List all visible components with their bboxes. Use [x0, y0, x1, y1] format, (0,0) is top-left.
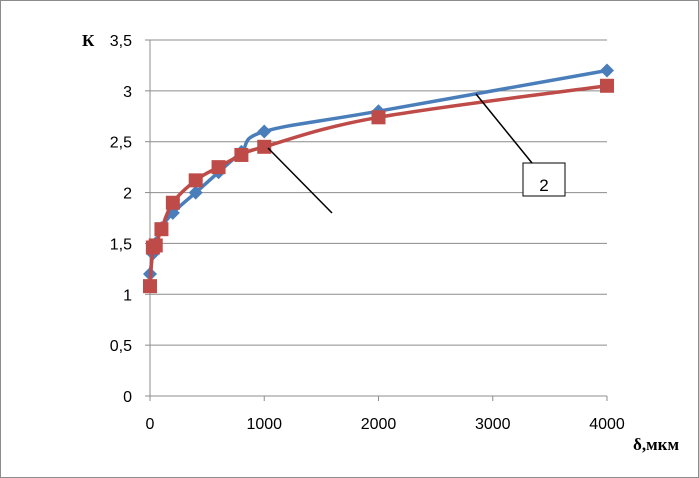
series-2-point-6 [211, 160, 226, 175]
series-2-point-0 [143, 279, 157, 294]
series-2-point-5 [188, 173, 203, 188]
y-tick-label-1: 0,5 [110, 338, 132, 355]
series-2-point-3 [154, 222, 169, 237]
tick-labels: 0 0,5 1 1,5 2 2,5 3 3,5 0 1000 2000 3000 4000 [110, 33, 625, 433]
y-tick-label-3: 1,5 [110, 236, 132, 253]
x-tick-label-4: 4000 [589, 416, 625, 433]
series-2-point-4 [165, 195, 180, 210]
x-axis-title: δ,мкм [633, 435, 679, 454]
callout-box [522, 162, 566, 197]
annotation-line-1 [267, 147, 333, 214]
annotation-line-2 [475, 93, 533, 164]
x-tick-label-0: 0 [146, 416, 155, 433]
series-2 [143, 78, 614, 294]
series-2-point-9 [371, 110, 386, 125]
callout-label: 2 [539, 176, 548, 195]
y-tick-label-0: 0 [123, 389, 132, 406]
x-tick-label-2: 2000 [361, 416, 397, 433]
y-tick-label-5: 2,5 [110, 135, 132, 152]
series-1-point-8 [257, 124, 272, 139]
y-tick-label-4: 2 [123, 186, 132, 203]
series-2-point-8 [257, 139, 272, 154]
x-tick-label-3: 3000 [475, 416, 511, 433]
series-1-point-5 [188, 185, 203, 200]
y-tick-label-2: 1 [123, 287, 132, 304]
series-2-point-2 [148, 238, 163, 253]
series-layer [143, 63, 614, 294]
series-1-point-10 [600, 63, 614, 78]
gridlines [150, 39, 607, 346]
y-tick-label-7: 3,5 [110, 33, 132, 50]
y-tick-label-6: 3 [123, 84, 132, 101]
axes [145, 39, 608, 401]
x-tick-label-1: 1000 [246, 416, 282, 433]
series-2-point-7 [234, 147, 249, 162]
series-2-point-10 [600, 78, 614, 93]
y-axis-title: К [82, 31, 95, 50]
